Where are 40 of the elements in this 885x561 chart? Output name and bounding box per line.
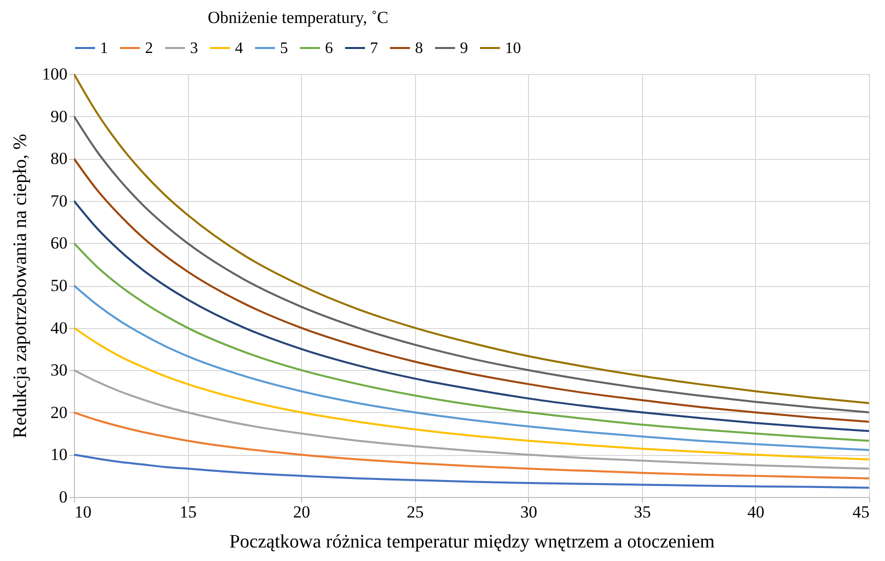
y-tick-label: 50 bbox=[50, 276, 68, 295]
line-series bbox=[74, 242, 869, 442]
legend-label: 10 bbox=[505, 40, 521, 57]
line-series bbox=[74, 200, 869, 432]
x-tick-label: 40 bbox=[747, 502, 764, 522]
y-tick-label: 100 bbox=[42, 64, 68, 84]
legend-label: 6 bbox=[325, 40, 333, 57]
x-tick-label: 25 bbox=[406, 502, 424, 522]
x-tick-label: 15 bbox=[180, 502, 197, 522]
legend-label: 8 bbox=[415, 40, 423, 57]
legend-title: Obniżenie temperatury, ˚C bbox=[208, 8, 388, 27]
y-tick-label: 90 bbox=[50, 106, 68, 126]
line-series bbox=[74, 158, 869, 423]
y-tick-label: 10 bbox=[50, 445, 68, 464]
y-tick-label: 40 bbox=[50, 318, 68, 338]
y-tick-label: 60 bbox=[50, 234, 68, 253]
line-series bbox=[74, 369, 869, 470]
line-series bbox=[74, 454, 869, 489]
line-series bbox=[74, 326, 869, 460]
legend-label: 3 bbox=[190, 40, 198, 57]
legend-label: 5 bbox=[280, 40, 288, 57]
x-tick-label: 30 bbox=[520, 502, 538, 522]
legend-label: 2 bbox=[145, 40, 153, 57]
y-tick-label: 30 bbox=[50, 360, 68, 380]
legend-label: 9 bbox=[460, 40, 468, 57]
line-series bbox=[74, 411, 869, 480]
legend-label: 4 bbox=[235, 40, 243, 57]
y-tick-label: 80 bbox=[50, 149, 68, 168]
y-tick-label: 20 bbox=[50, 402, 68, 422]
legend-label: 1 bbox=[100, 40, 108, 57]
legend-label: 7 bbox=[370, 40, 378, 57]
y-axis-title: Redukcja zapotrzebowania na ciepło, % bbox=[10, 134, 31, 438]
line-series bbox=[74, 284, 869, 452]
y-tick-label: 0 bbox=[59, 488, 68, 506]
x-tick-label: 10 bbox=[74, 502, 92, 522]
x-tick-label: 20 bbox=[293, 502, 310, 522]
x-tick-label: 35 bbox=[634, 502, 651, 522]
x-tick-label: 45 bbox=[852, 502, 870, 522]
y-tick-label: 70 bbox=[50, 191, 68, 210]
x-axis-title: Początkowa różnica temperatur między wnętrzem a otoczeniem bbox=[229, 532, 715, 552]
